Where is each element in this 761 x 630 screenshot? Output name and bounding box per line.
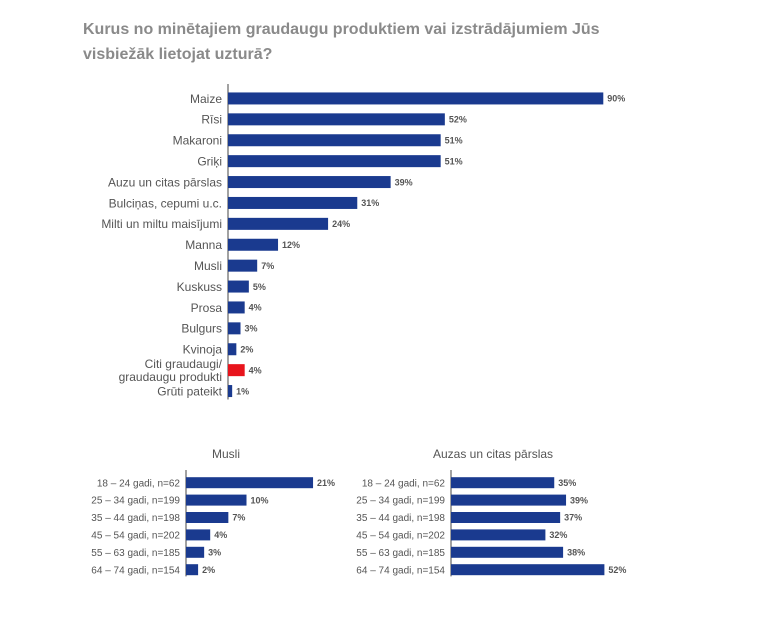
value-label: 39% bbox=[570, 495, 588, 505]
bar bbox=[451, 477, 555, 489]
category-label: Manna bbox=[185, 238, 222, 252]
category-label: Rīsi bbox=[201, 113, 222, 127]
value-label: 4% bbox=[249, 303, 262, 313]
bar bbox=[186, 546, 205, 558]
value-label: 31% bbox=[361, 198, 379, 208]
category-label: 25 – 34 gadi, n=199 bbox=[356, 496, 445, 507]
subchart-title: Auzas un citas pārslas bbox=[433, 447, 553, 461]
value-label: 4% bbox=[214, 530, 227, 540]
bar bbox=[451, 512, 561, 523]
bar bbox=[228, 238, 279, 251]
bar bbox=[451, 564, 605, 576]
category-label: 35 – 44 gadi, n=198 bbox=[91, 513, 180, 524]
bar bbox=[228, 322, 241, 335]
bar bbox=[228, 113, 445, 126]
value-label: 10% bbox=[251, 495, 269, 505]
category-label: Griķi bbox=[197, 154, 222, 168]
value-label: 39% bbox=[395, 177, 413, 187]
bar bbox=[228, 155, 441, 168]
value-label: 5% bbox=[253, 282, 266, 292]
value-label: 3% bbox=[245, 324, 258, 334]
category-label: Makaroni bbox=[173, 134, 222, 148]
category-label: 35 – 44 gadi, n=198 bbox=[356, 513, 445, 524]
value-label: 51% bbox=[445, 156, 463, 166]
chart-title: Kurus no minētajiem graudaugu produktiem… bbox=[83, 21, 600, 63]
value-label: 52% bbox=[608, 565, 626, 575]
category-label: Bulciņas, cepumi u.c. bbox=[109, 196, 222, 210]
category-label: Grūti pateikt bbox=[157, 384, 222, 398]
bar bbox=[186, 512, 229, 523]
category-label: Prosa bbox=[191, 301, 223, 315]
bar bbox=[228, 259, 258, 272]
bar bbox=[186, 477, 314, 489]
value-label: 21% bbox=[317, 478, 335, 488]
value-label: 2% bbox=[240, 344, 253, 354]
value-label: 1% bbox=[236, 386, 249, 396]
bar bbox=[228, 92, 604, 105]
category-label: 64 – 74 gadi, n=154 bbox=[356, 565, 445, 576]
category-label: 18 – 24 gadi, n=62 bbox=[362, 478, 446, 489]
value-label: 4% bbox=[249, 365, 262, 375]
bar bbox=[186, 494, 247, 506]
bar bbox=[228, 280, 249, 293]
category-label: 55 – 63 gadi, n=185 bbox=[356, 548, 445, 559]
bar bbox=[228, 385, 233, 398]
category-label: 55 – 63 gadi, n=185 bbox=[91, 548, 180, 559]
category-label: 25 – 34 gadi, n=199 bbox=[91, 496, 180, 507]
value-label: 12% bbox=[282, 240, 300, 250]
subchart-title: Musli bbox=[212, 447, 240, 461]
value-label: 38% bbox=[567, 548, 585, 558]
bar bbox=[228, 134, 441, 147]
category-label: Musli bbox=[194, 259, 222, 273]
category-label: Kvinoja bbox=[183, 343, 223, 357]
value-label: 32% bbox=[549, 530, 567, 540]
bar bbox=[228, 343, 237, 356]
value-label: 3% bbox=[208, 548, 221, 558]
value-label: 24% bbox=[332, 219, 350, 229]
bar bbox=[228, 301, 245, 314]
bar bbox=[451, 529, 546, 541]
bar bbox=[228, 196, 358, 209]
value-label: 7% bbox=[261, 261, 274, 271]
category-label: Milti un miltu maisījumi bbox=[101, 217, 222, 231]
category-label: Auzu un citas pārslas bbox=[108, 175, 222, 189]
category-label: Kuskuss bbox=[177, 280, 222, 294]
value-label: 37% bbox=[564, 513, 582, 523]
bar bbox=[228, 364, 245, 377]
bar bbox=[451, 494, 567, 506]
value-label: 90% bbox=[607, 94, 625, 104]
category-label: 64 – 74 gadi, n=154 bbox=[91, 565, 180, 576]
value-label: 35% bbox=[558, 478, 576, 488]
bar bbox=[186, 564, 199, 576]
value-label: 51% bbox=[445, 135, 463, 145]
category-label: Bulgurs bbox=[181, 322, 222, 336]
value-label: 52% bbox=[449, 115, 467, 125]
value-label: 7% bbox=[232, 513, 245, 523]
value-label: 2% bbox=[202, 565, 215, 575]
bar bbox=[228, 176, 391, 189]
category-label: Citi graudaugi/graudaugu produkti bbox=[119, 357, 223, 384]
bar bbox=[186, 529, 211, 541]
category-label: 18 – 24 gadi, n=62 bbox=[97, 478, 181, 489]
main-bar-chart: Maize 90% Rīsi 52% Makaroni 51% Griķi 51% Auzu u… bbox=[101, 84, 625, 400]
category-label: 45 – 54 gadi, n=202 bbox=[91, 531, 180, 542]
category-label: Maize bbox=[190, 92, 222, 106]
category-label: 45 – 54 gadi, n=202 bbox=[356, 531, 445, 542]
bar bbox=[451, 546, 564, 558]
bar bbox=[228, 217, 329, 230]
